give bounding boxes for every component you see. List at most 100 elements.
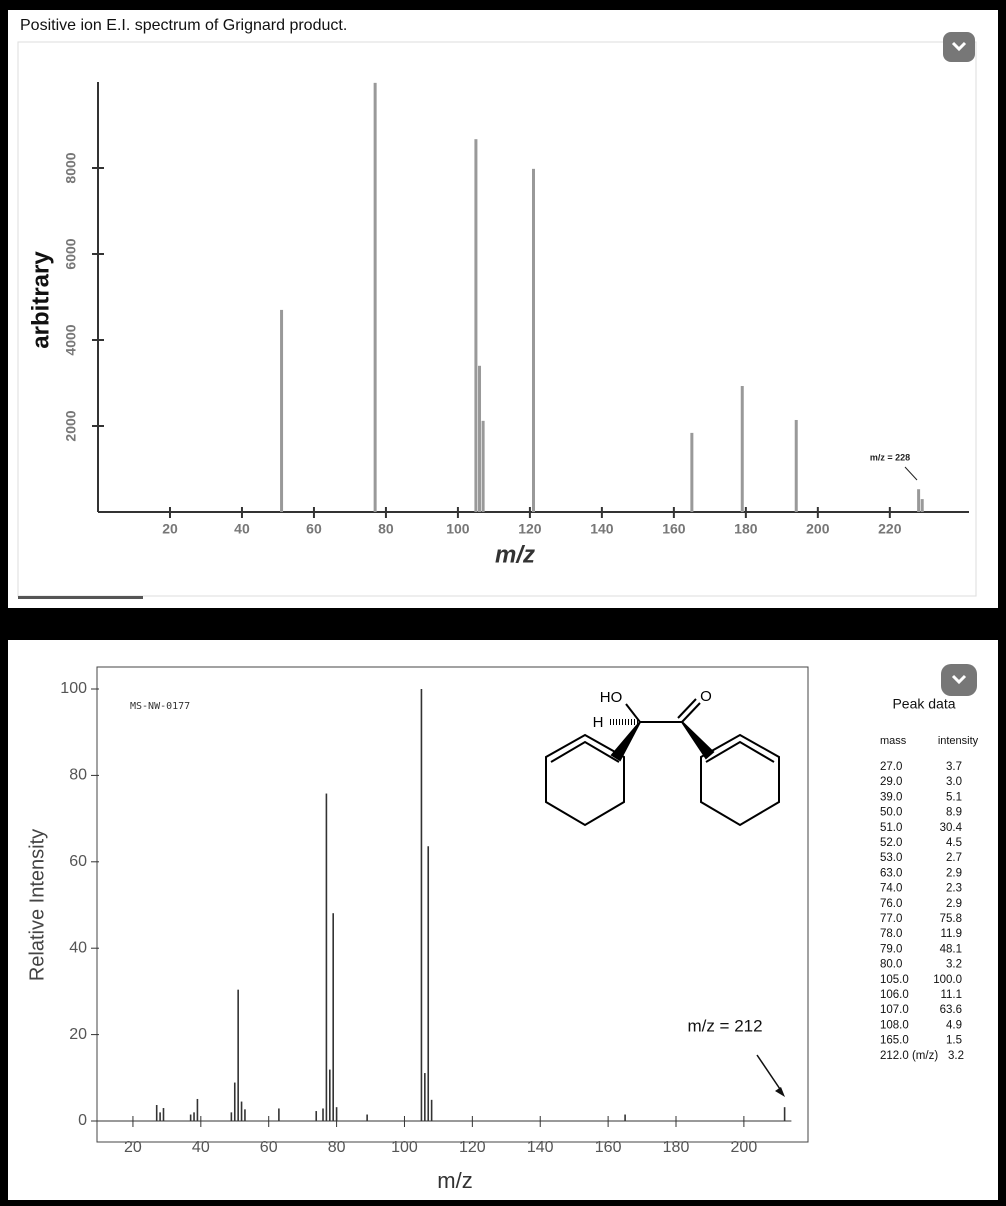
mass-cell: 51.0 [880, 822, 902, 834]
chart-frame [17, 41, 977, 597]
peak [430, 1099, 433, 1121]
y-tick-label: 6000 [63, 238, 79, 269]
x-tick-label: 40 [192, 1139, 210, 1156]
y-tick-label: 40 [69, 939, 87, 956]
molecule [545, 698, 780, 827]
x-tick-label: 200 [806, 521, 830, 537]
peak [424, 1073, 426, 1121]
x-tick-label: 100 [391, 1139, 418, 1156]
mass-cell: 29.0 [880, 776, 902, 788]
intensity-cell: 3.0 [946, 776, 962, 788]
x-tick-label: 180 [663, 1139, 690, 1156]
peak [230, 1112, 233, 1121]
intensity-cell: 11.9 [940, 928, 962, 940]
x-tick-label: 120 [459, 1139, 486, 1156]
atom-label: O [700, 688, 712, 705]
atom-label: H [593, 714, 604, 731]
x-tick-label: 200 [731, 1139, 758, 1156]
mass-cell: 63.0 [880, 867, 902, 879]
intensity-cell: 5.1 [946, 791, 962, 803]
intensity-cell: 75.8 [940, 913, 962, 925]
page-title: Positive ion E.I. spectrum of Grignard p… [20, 17, 347, 34]
intensity-cell: 63.6 [940, 1004, 962, 1016]
y-tick-label: 4000 [63, 324, 79, 355]
intensity-cell: 100.0 [933, 974, 962, 986]
y-axis-label: Relative Intensity [26, 829, 48, 981]
x-tick-label: 140 [590, 521, 614, 537]
peak [427, 846, 430, 1121]
annotation-arrow [756, 1054, 783, 1093]
peak [917, 489, 921, 512]
mass-cell: 80.0 [880, 959, 902, 971]
peak [420, 689, 423, 1121]
annotation: MS-NW-0177 [130, 701, 190, 712]
table-header: intensity [938, 735, 979, 747]
mass-cell: 52.0 [880, 837, 902, 849]
intensity-cell: 48.1 [940, 943, 962, 955]
intensity-cell: 2.3 [946, 883, 962, 895]
chevron-button[interactable] [941, 664, 977, 696]
peak [783, 1107, 786, 1121]
mass-cell: 78.0 [880, 928, 902, 940]
intensity-cell: 3.2 [948, 1050, 964, 1062]
arrow-label: m/z = 212 [687, 1016, 762, 1035]
peak [373, 82, 377, 513]
peak [794, 419, 798, 512]
intensity-cell: 3.2 [946, 959, 962, 971]
x-tick-label: 80 [378, 521, 394, 537]
atom-label: HO [600, 689, 623, 706]
x-tick-label: 180 [734, 521, 758, 537]
peak [474, 139, 478, 512]
chevron[interactable] [951, 674, 967, 685]
mass-cell: 106.0 [880, 989, 909, 1001]
intensity-cell: 2.7 [946, 852, 962, 864]
x-tick-label: 220 [878, 521, 902, 537]
bottom-panel [8, 640, 998, 1200]
wedge [681, 721, 715, 760]
table-header: mass [880, 735, 907, 747]
annotation-arrow [904, 466, 918, 481]
peak [478, 365, 482, 512]
chevron-button[interactable] [943, 32, 975, 62]
x-tick-label: 160 [595, 1139, 622, 1156]
peak [366, 1114, 368, 1121]
intensity-cell: 2.9 [946, 867, 962, 879]
wedge [610, 721, 641, 762]
bond [681, 702, 701, 723]
peak [237, 989, 239, 1121]
table-title: Peak data [892, 696, 955, 712]
peak [920, 499, 924, 512]
ring-bond [705, 740, 775, 763]
mass-cell: 107.0 [880, 1004, 909, 1016]
peak [624, 1114, 626, 1121]
x-tick-label: 40 [234, 521, 250, 537]
peak [325, 793, 328, 1121]
x-tick-label: 60 [260, 1139, 278, 1156]
x-tick-label: 20 [124, 1139, 142, 1156]
arrow-head [775, 1087, 785, 1097]
y-tick-label: 80 [69, 767, 87, 784]
x-tick-label: 100 [446, 521, 470, 537]
bond [677, 698, 697, 719]
x-tick-label: 60 [306, 521, 322, 537]
peak [740, 386, 744, 512]
mass-cell: 77.0 [880, 913, 902, 925]
peak [244, 1109, 246, 1121]
peak [155, 1105, 158, 1121]
mass-cell: 212.0 (m/z) [880, 1050, 938, 1062]
intensity-cell: 2.9 [946, 898, 962, 910]
peak [159, 1112, 161, 1121]
ring [545, 733, 625, 827]
scrollbar [18, 596, 143, 599]
x-tick-label: 20 [162, 521, 178, 537]
chevron[interactable] [951, 41, 967, 52]
mass-cell: 105.0 [880, 974, 909, 986]
intensity-cell: 8.9 [946, 807, 962, 819]
peak [335, 1107, 338, 1121]
peak [240, 1101, 243, 1121]
x-tick-label: 80 [328, 1139, 346, 1156]
peak [329, 1069, 331, 1121]
y-tick-label: 0 [78, 1112, 87, 1129]
peak [233, 1082, 236, 1121]
